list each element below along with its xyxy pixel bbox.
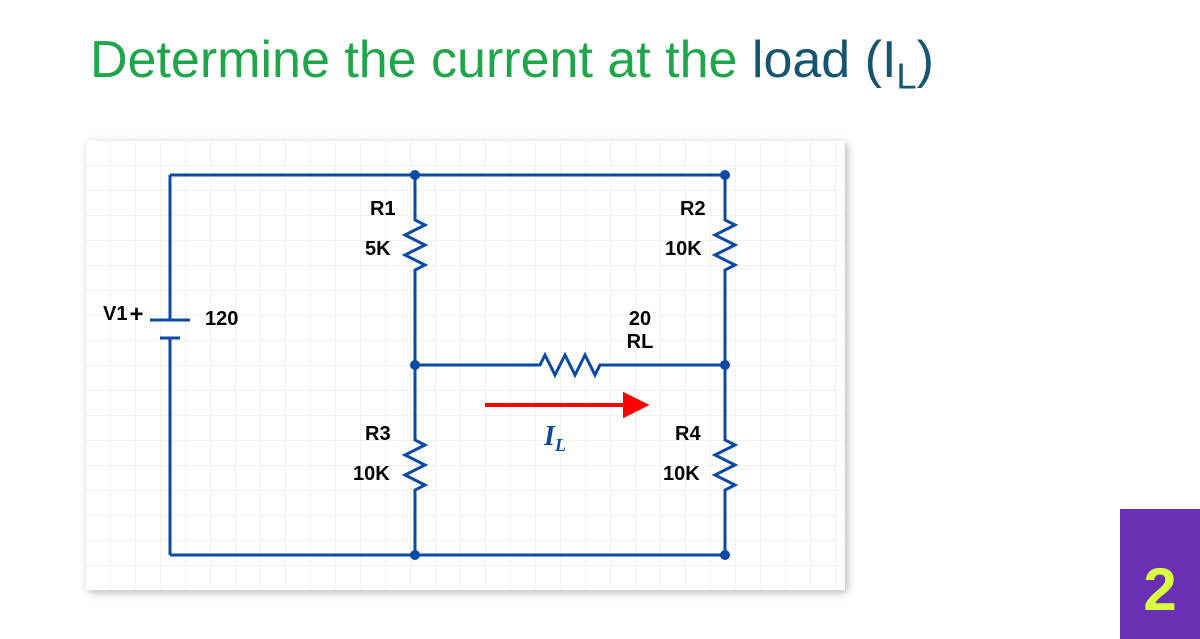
- r4-value: 10K: [663, 463, 700, 485]
- r3-value: 10K: [353, 463, 390, 485]
- r2-label: R2: [680, 198, 706, 220]
- title-paren-close: ): [917, 31, 934, 89]
- slide-title: Determine the current at the load (IL): [90, 30, 934, 97]
- title-paren-open: (I: [865, 31, 897, 89]
- r4-label: R4: [675, 423, 701, 445]
- title-load: load: [752, 31, 865, 89]
- rl-value: 20: [629, 308, 651, 330]
- source-name: V1+: [103, 301, 143, 328]
- slide-number-badge: 2: [1120, 509, 1200, 639]
- source-value: 120: [205, 308, 238, 330]
- r1-value: 5K: [365, 238, 391, 260]
- r3-label: R3: [365, 423, 391, 445]
- title-verb: Determine the current at the: [90, 31, 752, 89]
- title-sub: L: [896, 55, 916, 96]
- r2-value: 10K: [665, 238, 702, 260]
- rl-label: RL: [627, 331, 654, 353]
- r1-label: R1: [370, 198, 396, 220]
- circuit-diagram: V1+ 120 R1 5K R3 10K R2 10K R4 10K 20 RL: [85, 140, 845, 590]
- slide-number: 2: [1143, 555, 1176, 624]
